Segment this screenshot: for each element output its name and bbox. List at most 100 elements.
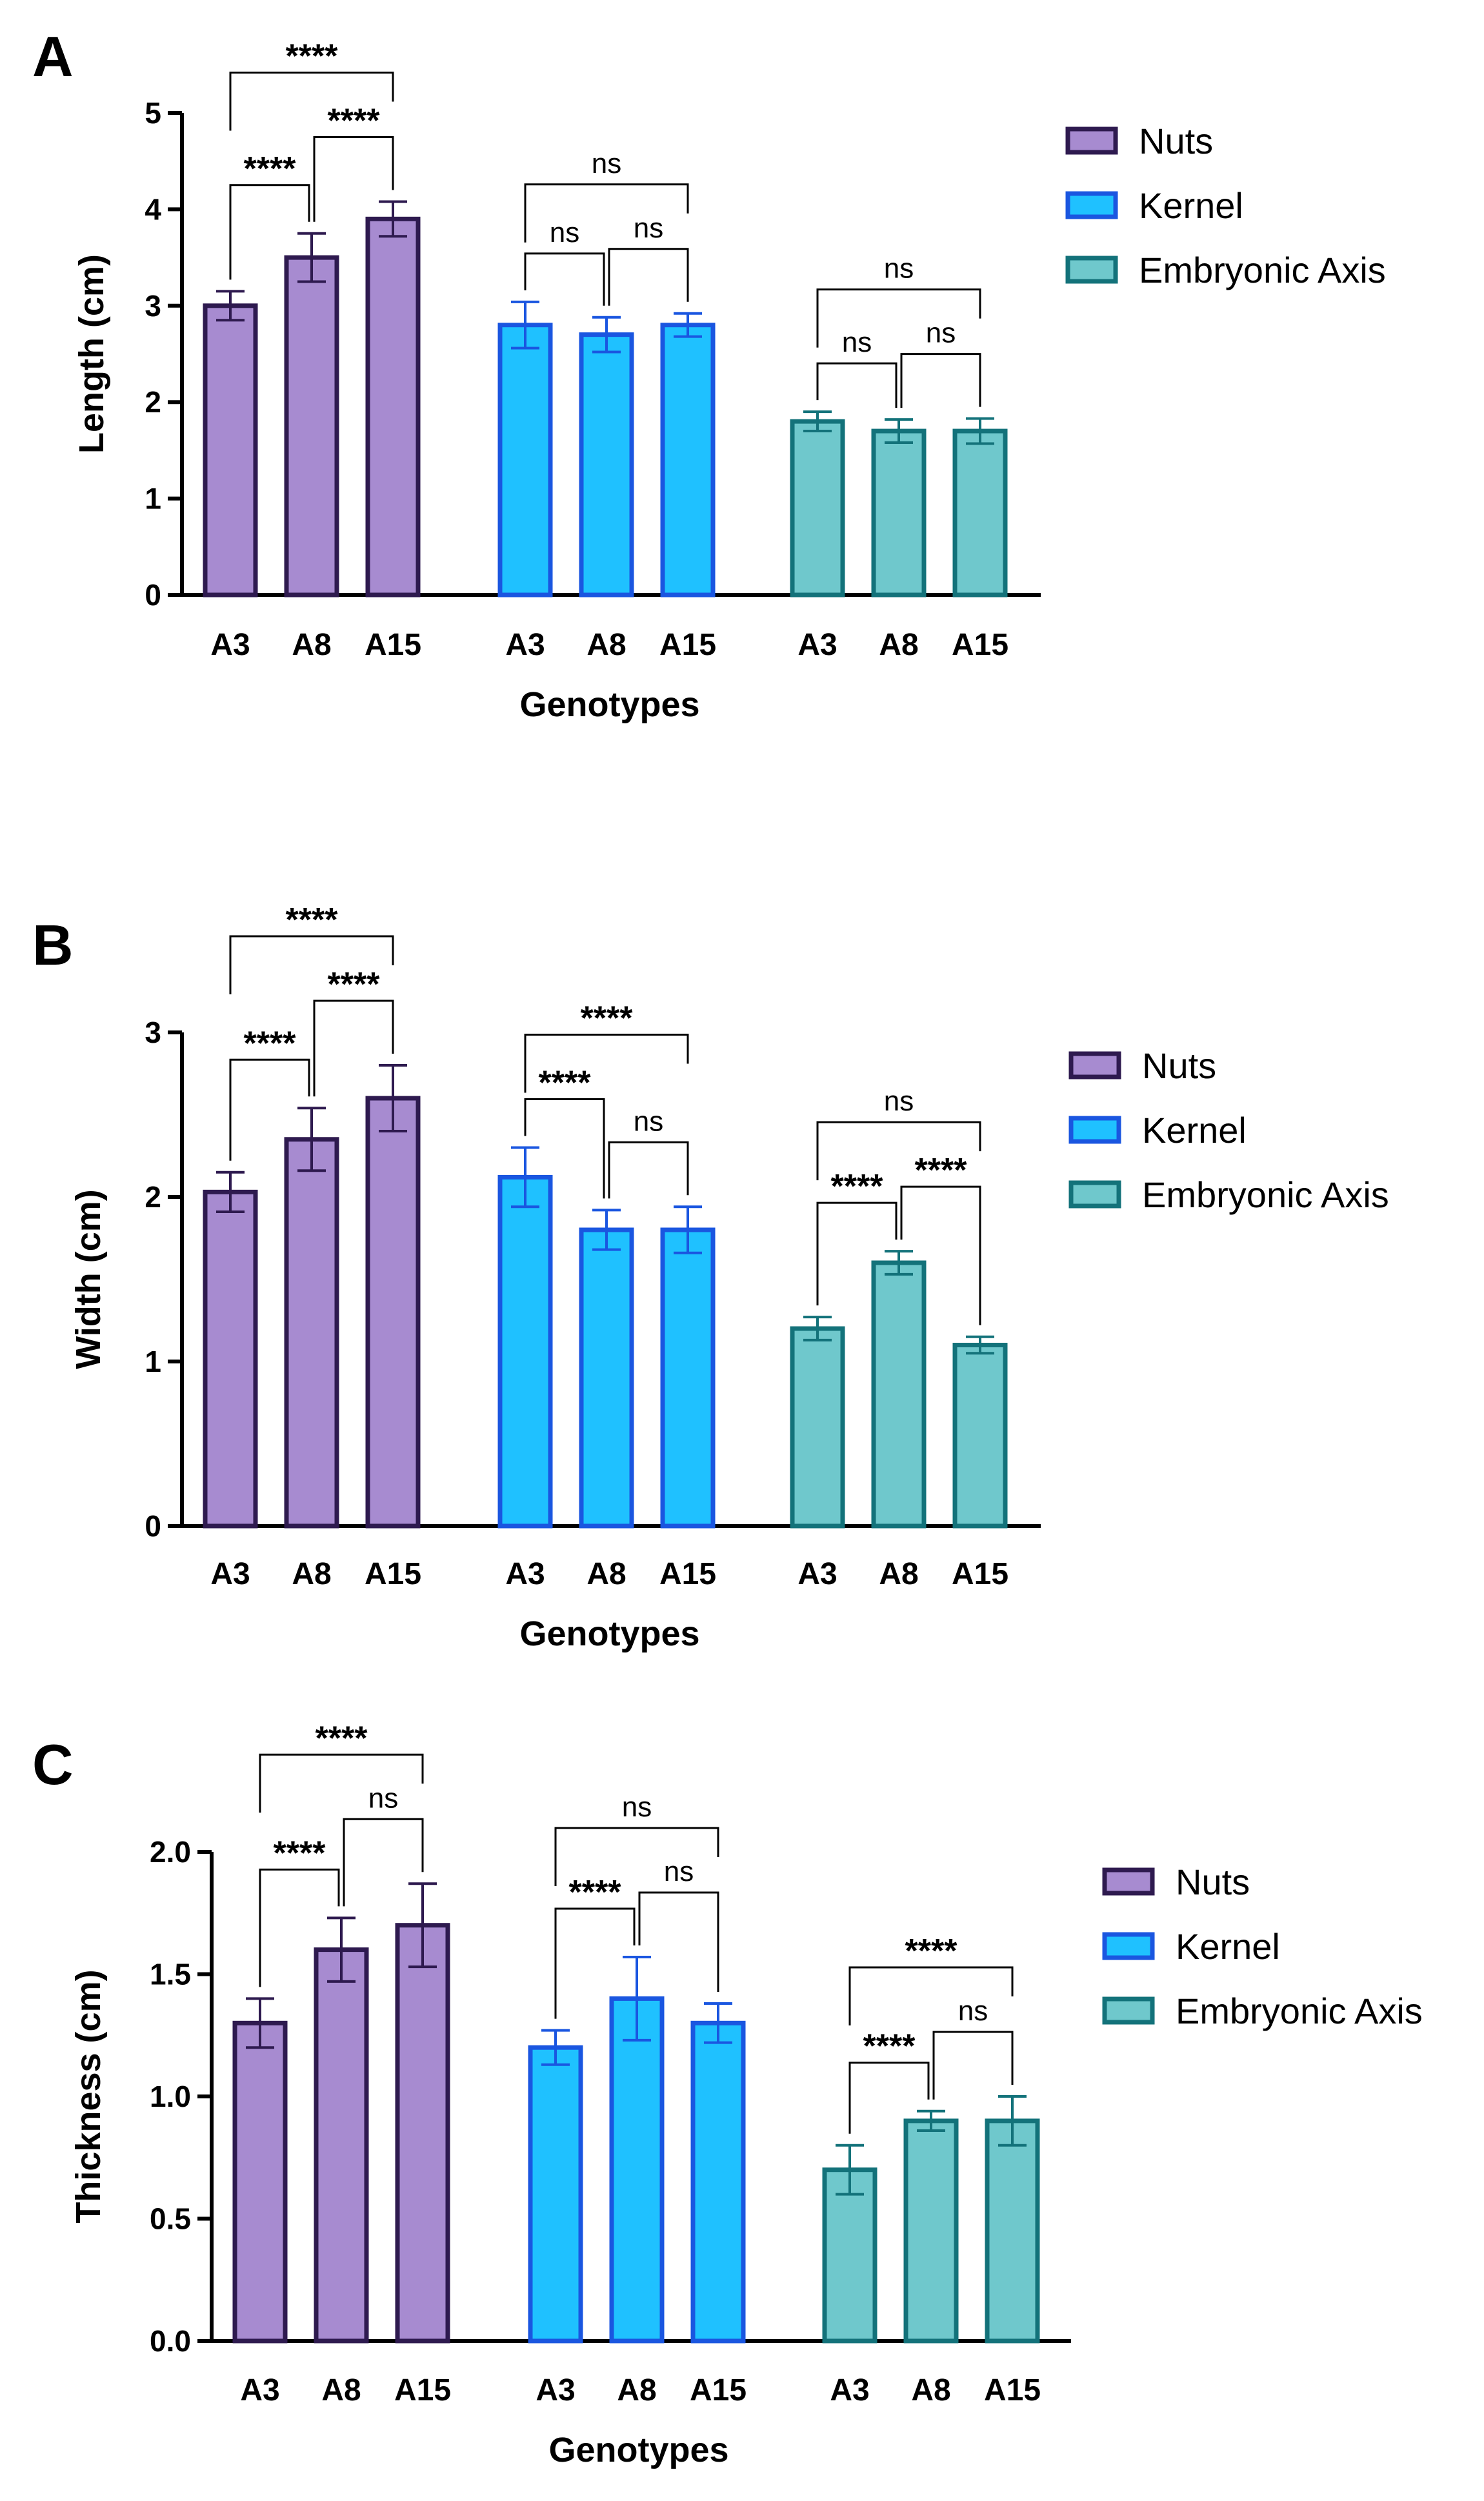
- significance-label: ns: [368, 1782, 398, 1814]
- significance-bracket: [848, 1966, 1014, 2025]
- significance-label: ns: [634, 1105, 663, 1137]
- bar: [284, 255, 339, 598]
- legend-label: Nuts: [1139, 121, 1213, 161]
- bar: [871, 428, 927, 598]
- bar: [497, 323, 553, 598]
- y-tick-label: 3: [145, 1016, 161, 1049]
- y-tick-label: 5: [145, 96, 161, 130]
- significance-label: ****: [905, 1933, 958, 1970]
- significance-bracket: [554, 1907, 636, 2019]
- significance-label: ****: [328, 966, 381, 1003]
- x-tick-label: A3: [797, 628, 837, 662]
- y-axis-title: Width (cm): [69, 1189, 108, 1369]
- significance-bracket: [524, 1098, 605, 1199]
- bar: [528, 2045, 583, 2344]
- significance-bracket: [848, 2062, 930, 2134]
- y-axis-title: Length (cm): [72, 254, 111, 454]
- legend-swatch: [1065, 126, 1118, 155]
- significance-label: ****: [328, 102, 381, 139]
- x-tick-label: A3: [536, 2373, 575, 2407]
- significance-label: ns: [664, 1856, 694, 1887]
- legend-swatch: [1102, 1932, 1155, 1960]
- significance-bracket: [816, 1201, 897, 1306]
- significance-label: ****: [244, 150, 297, 188]
- significance-label: ns: [926, 317, 956, 349]
- significance-bracket: [259, 1868, 340, 1987]
- panel-letter: B: [32, 913, 74, 977]
- legend-label: Embryonic Axis: [1142, 1174, 1389, 1215]
- significance-label: ns: [884, 253, 914, 285]
- significance-label: ****: [915, 1152, 968, 1189]
- panel-letter: C: [32, 1733, 74, 1796]
- y-tick-label: 0.0: [150, 2324, 191, 2358]
- bar: [790, 419, 845, 598]
- bar: [609, 1996, 665, 2344]
- chart-panel-c: C 0.0 0.5 1.0 1.5 2.0 Thickness (cm) Genotypes A…: [32, 1720, 1423, 2469]
- chart-panel-a: A 0 1 2 3 4 5 Length (cm) Genotypes A3 A8 A15 A3 A8 A1…: [32, 25, 1386, 724]
- y-tick-label: 0.5: [150, 2202, 191, 2236]
- bar: [314, 1947, 369, 2344]
- bar: [579, 332, 634, 598]
- x-tick-label: A15: [365, 628, 421, 662]
- x-tick-label: A3: [830, 2373, 869, 2407]
- significance-label: ns: [592, 148, 621, 179]
- legend-label: Embryonic Axis: [1176, 1991, 1423, 2031]
- significance-label: ****: [581, 1000, 634, 1038]
- legend-swatch: [1102, 1996, 1155, 2025]
- x-tick-label: A15: [659, 628, 716, 662]
- x-tick-label: A8: [617, 2373, 656, 2407]
- x-tick-label: A8: [587, 628, 626, 662]
- significance-bracket: [554, 1827, 719, 1886]
- y-tick-label: 3: [145, 289, 161, 323]
- bar: [871, 1260, 927, 1529]
- significance-label: ****: [274, 1834, 326, 1872]
- significance-bracket: [816, 362, 897, 408]
- significance-label: ****: [286, 901, 339, 939]
- bar: [952, 1343, 1008, 1529]
- significance-label: ****: [831, 1168, 884, 1205]
- x-tick-label: A8: [292, 628, 331, 662]
- y-tick-label: 4: [145, 192, 161, 226]
- x-tick-label: A15: [952, 1557, 1008, 1591]
- legend-swatch: [1102, 1867, 1155, 1896]
- legend-label: Kernel: [1139, 185, 1243, 226]
- y-tick-label: 1.0: [150, 2080, 191, 2113]
- y-tick-label: 0: [145, 578, 161, 612]
- bar: [579, 1227, 634, 1529]
- legend-label: Nuts: [1142, 1045, 1216, 1086]
- x-tick-label: A15: [365, 1557, 421, 1591]
- legend-label: Kernel: [1176, 1926, 1280, 1967]
- x-tick-label: A15: [394, 2373, 451, 2407]
- x-tick-label: A8: [587, 1557, 626, 1591]
- significance-label: ****: [316, 1720, 368, 1757]
- significance-label: ****: [569, 1874, 622, 1911]
- legend-swatch: [1068, 1180, 1121, 1209]
- legend-swatch: [1068, 1051, 1121, 1080]
- bar: [232, 2020, 288, 2344]
- x-tick-label: A3: [505, 1557, 545, 1591]
- significance-bracket: [608, 1141, 689, 1199]
- significance-label: ns: [634, 212, 663, 244]
- significance-bracket: [816, 1121, 981, 1181]
- significance-bracket: [524, 252, 605, 306]
- bar: [365, 216, 421, 598]
- x-tick-label: A8: [292, 1557, 331, 1591]
- x-tick-label: A15: [984, 2373, 1041, 2407]
- x-axis-title: Genotypes: [548, 2431, 728, 2469]
- significance-bracket: [229, 1058, 310, 1161]
- significance-bracket: [343, 1818, 424, 1907]
- significance-label: ns: [842, 326, 872, 358]
- bar: [284, 1137, 339, 1529]
- legend-swatch: [1065, 256, 1118, 284]
- x-tick-label: A3: [505, 628, 545, 662]
- significance-bracket: [638, 1891, 719, 1992]
- bar: [395, 1923, 450, 2344]
- x-tick-label: A8: [879, 1557, 918, 1591]
- legend: Nuts Kernel Embryonic Axis: [1065, 121, 1386, 290]
- significance-bracket: [900, 353, 981, 408]
- bar: [690, 2020, 746, 2344]
- significance-bracket: [608, 248, 689, 306]
- x-tick-label: A15: [659, 1557, 716, 1591]
- bar: [660, 323, 716, 598]
- x-tick-label: A8: [879, 628, 918, 662]
